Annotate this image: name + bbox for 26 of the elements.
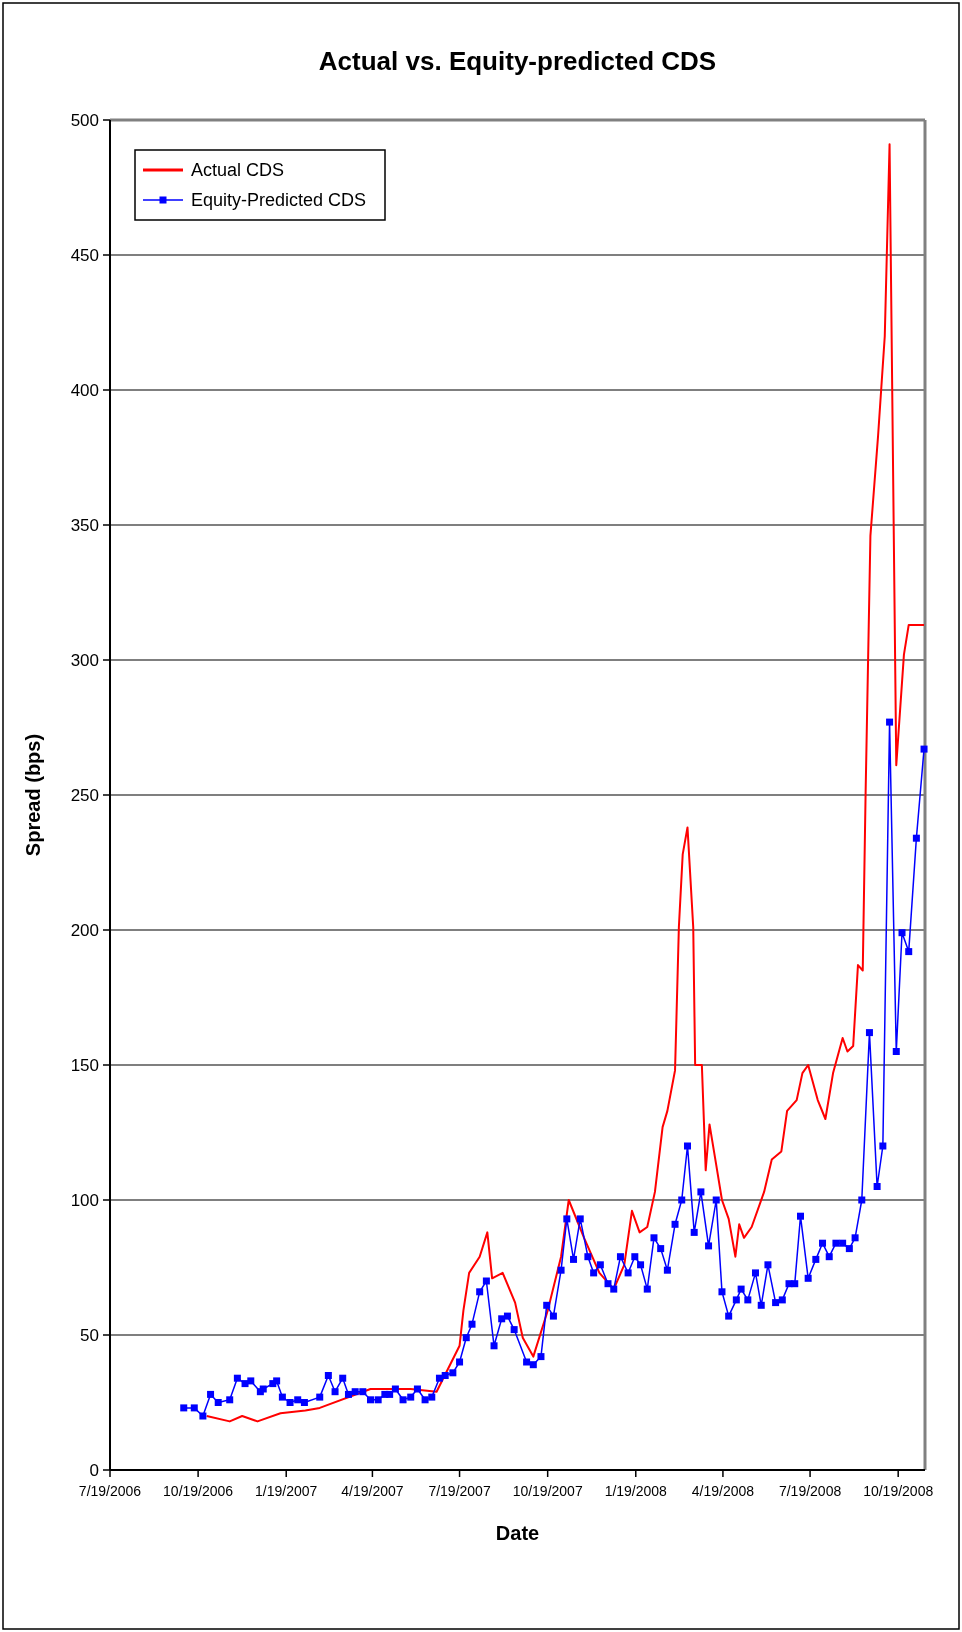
x-tick-label: 10/19/2006: [163, 1483, 234, 1499]
y-tick-label: 100: [70, 1190, 99, 1210]
x-tick-label: 10/19/2007: [512, 1483, 583, 1499]
y-tick-label: 150: [70, 1055, 99, 1075]
y-tick-label: 200: [70, 920, 99, 940]
y-tick-label: 400: [70, 380, 99, 400]
x-tick-label: 4/19/2008: [691, 1483, 755, 1499]
x-tick-label: 7/19/2008: [778, 1483, 842, 1499]
legend-label: Equity-Predicted CDS: [191, 190, 367, 211]
y-tick-label: 450: [70, 245, 99, 265]
x-tick-label: 4/19/2007: [341, 1483, 404, 1499]
y-axis-title: Spread (bps): [22, 733, 44, 857]
legend-label: Actual CDS: [191, 160, 285, 181]
x-tick-label: 1/19/2008: [604, 1483, 668, 1499]
y-tick-label: 300: [70, 650, 99, 670]
chart-title: Actual vs. Equity-predicted CDS: [318, 46, 717, 76]
x-tick-label: 7/19/2006: [78, 1483, 142, 1499]
x-tick-label: 7/19/2007: [428, 1483, 491, 1499]
x-axis-title: Date: [495, 1522, 540, 1544]
y-tick-label: 350: [70, 515, 99, 535]
x-tick-label: 10/19/2008: [863, 1483, 934, 1499]
y-tick-label: 250: [70, 785, 99, 805]
y-tick-label: 0: [89, 1460, 99, 1480]
y-tick-label: 50: [80, 1325, 99, 1345]
x-tick-label: 1/19/2007: [255, 1483, 318, 1499]
y-tick-label: 500: [70, 110, 99, 130]
